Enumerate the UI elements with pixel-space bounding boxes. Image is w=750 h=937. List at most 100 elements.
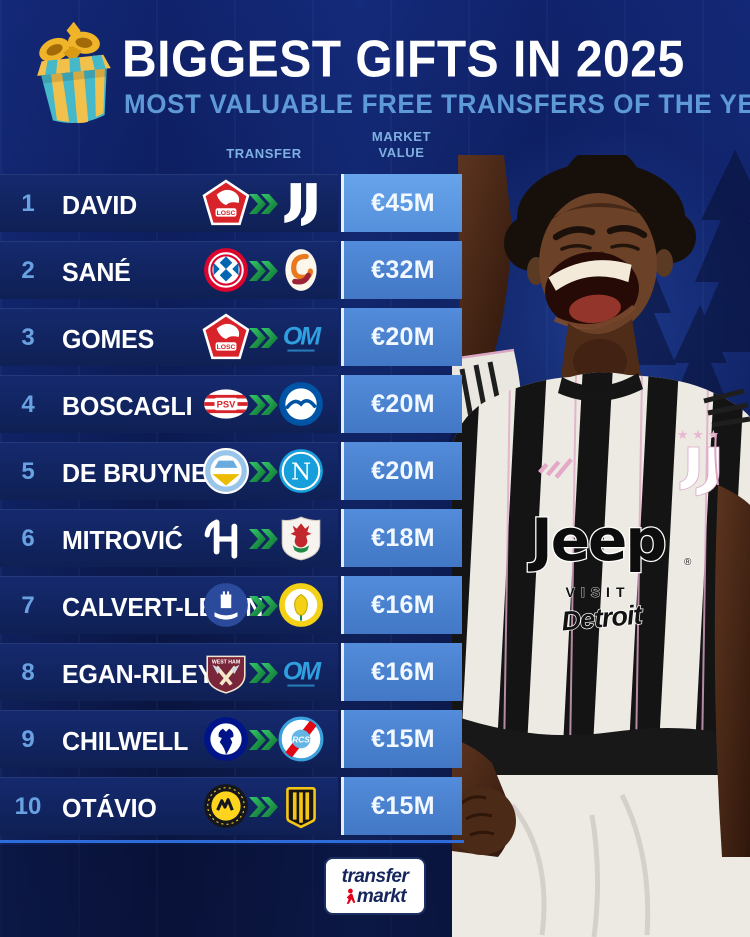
svg-text:RCS: RCS [292,735,310,745]
table-row: 8 EGAN-RILEY WEST HAM OM €16M [0,643,462,701]
table-row: 5 DE BRUYNE N €20M [0,442,462,500]
market-value: €20M [371,322,435,351]
table-row: 9 CHILWELL RCS €15M [0,710,462,768]
rank-number: 1 [21,190,35,217]
market-value-cell: €18M [341,509,462,567]
table-row: 3 GOMES LOSC OM €20M [0,308,462,366]
jeep-registered-mark: ® [684,557,692,568]
market-value: €15M [371,724,435,753]
player-name: DAVID [62,191,137,221]
rank-number: 4 [21,391,35,418]
svg-text:OM: OM [283,322,322,350]
transfer-arrow-icon [249,462,278,482]
table-row: 2 SANÉ €32M [0,241,462,299]
transfer-arrow-icon [249,596,278,616]
row-strip [0,174,338,232]
market-value: €20M [371,456,435,485]
row-strip [0,241,338,299]
player-name: BOSCAGLI [62,392,193,422]
transfers-table: 1 DAVID LOSC €45M 2 SANÉ €32M 3 GOMES LO… [0,174,462,835]
transfermarkt-logo-line1: transfer [341,865,409,887]
badge-al-rayyan-icon [277,514,325,562]
page-title: BIGGEST GIFTS IN 2025 [122,31,685,89]
table-row: 7 CALVERT-LEWIN €16M [0,576,462,634]
badge-galatasaray-icon [277,246,325,294]
transfer-arrow-icon [249,261,278,281]
market-value: €32M [371,255,435,284]
market-value-cell: €45M [341,174,462,232]
market-value: €16M [371,590,435,619]
rank-number: 6 [21,525,35,552]
transfer-arrow-icon [249,328,278,348]
transfermarkt-logo: transfer markt [324,857,426,915]
svg-text:N: N [291,459,311,485]
svg-text:PSV: PSV [217,399,237,410]
row-strip [0,643,338,701]
player-name: MITROVIĆ [62,526,183,556]
market-value: €45M [371,188,435,217]
rank-number: 3 [21,324,35,351]
row-strip [0,308,338,366]
badge-al-ittihad-icon [277,782,325,830]
market-value: €18M [371,523,435,552]
visit-text: VISIT [565,584,630,600]
svg-text:WEST HAM: WEST HAM [212,660,240,666]
row-strip [0,777,338,835]
badge-al-nassr-icon [202,782,250,830]
rank-number: 9 [21,726,35,753]
market-value: €20M [371,389,435,418]
juventus-stars-icon: ★ ★ ★ [677,427,719,442]
market-value-cell: €20M [341,308,462,366]
transfer-arrow-icon [249,194,278,214]
adidas-logo-icon [538,458,573,479]
player-name: GOMES [62,325,155,355]
badge-al-hilal-icon [202,514,250,562]
market-value-cell: €15M [341,710,462,768]
table-row: 6 MITROVIĆ €18M [0,509,462,567]
player-name: CHILWELL [62,727,189,757]
table-row: 10 OTÁVIO €15M [0,777,462,835]
transfermarkt-logo-line2: markt [356,885,407,907]
page-subtitle: MOST VALUABLE FREE TRANSFERS OF THE YEAR [124,88,750,120]
badge-west-ham-icon: WEST HAM [202,648,250,696]
badge-chelsea-icon [202,715,250,763]
transfer-arrow-icon [249,730,278,750]
market-value-cell: €16M [341,576,462,634]
rank-number: 5 [21,458,35,485]
clenched-fist [452,787,516,855]
player-name: SANÉ [62,258,131,288]
transfer-arrow-icon [249,395,278,415]
market-value: €16M [371,657,435,686]
badge-leeds-icon [277,581,325,629]
transfer-arrow-icon [249,797,278,817]
rank-number: 2 [21,257,35,284]
badge-psv-icon: PSV [202,380,250,428]
player-name: DE BRUYNE [62,459,208,489]
transfermarkt-runner-icon [346,888,355,904]
badge-man-city-icon [202,447,250,495]
badge-losc-icon: LOSC [202,179,250,227]
market-value-cell: €15M [341,777,462,835]
table-bottom-divider [0,840,464,843]
market-value-cell: €32M [341,241,462,299]
transfer-arrow-icon [249,663,278,683]
market-value-cell: €16M [341,643,462,701]
column-header-transfer: TRANSFER [226,146,302,161]
market-value-line1: MARKET [371,129,432,144]
player-celebration-image: ★ ★ ★ Jeep ® VISIT Detroit [452,155,750,937]
badge-brighton-icon [277,380,325,428]
table-row: 4 BOSCAGLI PSV €20M [0,375,462,433]
table-row: 1 DAVID LOSC €45M [0,174,462,232]
rank-number: 10 [14,793,42,820]
badge-marseille-icon: OM [277,648,325,696]
row-strip [0,509,338,567]
svg-text:LOSC: LOSC [217,210,236,217]
badge-marseille-icon: OM [277,313,325,361]
transfer-arrow-icon [249,529,278,549]
svg-text:OM: OM [283,657,322,685]
gift-icon [37,22,111,124]
raised-arm [458,155,512,365]
badge-juventus-icon [277,179,325,227]
market-value: €15M [371,791,435,820]
